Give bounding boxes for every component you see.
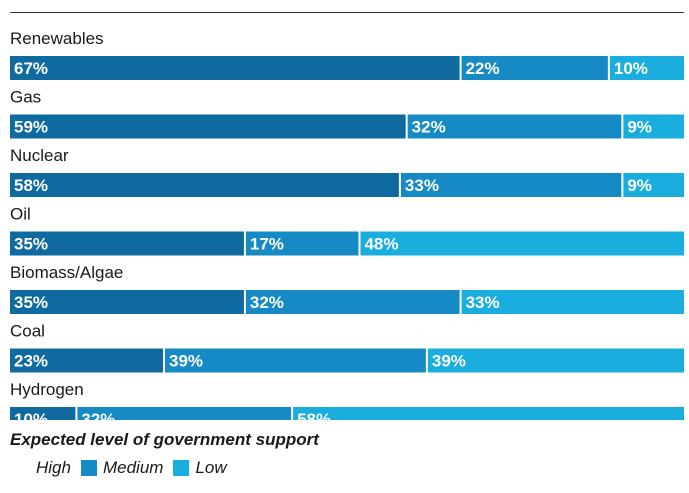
legend: High Medium Low: [36, 458, 237, 478]
bar-medium-biomass-algae: [245, 290, 460, 314]
data-label-medium-renewables: 22%: [466, 59, 500, 78]
data-label-medium-biomass-algae: 32%: [250, 293, 284, 312]
data-label-high-renewables: 67%: [14, 59, 48, 78]
data-label-high-hydrogen: 10%: [14, 410, 48, 420]
category-label-nuclear: Nuclear: [10, 146, 69, 165]
bar-high-nuclear: [10, 173, 399, 197]
data-label-medium-nuclear: 33%: [405, 176, 439, 195]
legend-swatch-medium: [80, 460, 97, 476]
bar-high-oil: [10, 231, 244, 256]
legend-swatch-low: [173, 460, 190, 476]
stacked-bar-chart: Renewables 67% 22% 10% Gas 59% 32% 9% Nuclear 58%…: [10, 29, 684, 420]
bar-low-oil: [360, 231, 684, 256]
category-label-renewables: Renewables: [10, 29, 104, 48]
bar-high-hydrogen: [10, 407, 76, 420]
data-label-low-gas: 9%: [627, 118, 652, 137]
legend-label-high: High: [36, 458, 71, 477]
category-label-biomass-algae: Biomass/Algae: [10, 263, 123, 282]
data-label-high-biomass-algae: 35%: [14, 293, 48, 312]
data-label-high-oil: 35%: [14, 235, 48, 254]
category-label-gas: Gas: [10, 88, 41, 107]
data-label-low-nuclear: 9%: [627, 176, 652, 195]
bar-low-gas: [623, 114, 684, 139]
bar-low-coal: [427, 348, 684, 373]
data-label-low-coal: 39%: [432, 352, 466, 371]
data-label-high-nuclear: 58%: [14, 176, 48, 195]
legend-title: Expected level of government support: [10, 430, 319, 449]
data-label-low-oil: 48%: [364, 235, 398, 254]
bar-low-biomass-algae: [461, 290, 684, 314]
top-rule: [10, 12, 684, 13]
data-label-medium-coal: 39%: [169, 352, 203, 371]
data-label-high-gas: 59%: [14, 118, 48, 137]
data-label-medium-gas: 32%: [412, 118, 446, 137]
legend-item-high: High: [36, 458, 71, 478]
data-label-high-coal: 23%: [14, 352, 48, 371]
bar-high-coal: [10, 348, 164, 373]
category-label-hydrogen: Hydrogen: [10, 380, 84, 399]
bar-high-gas: [10, 114, 406, 139]
legend-item-low: Low: [173, 458, 227, 478]
category-label-coal: Coal: [10, 322, 45, 341]
data-label-medium-oil: 17%: [250, 235, 284, 254]
legend-label-low: Low: [195, 458, 227, 477]
bar-high-biomass-algae: [10, 290, 244, 314]
bar-medium-coal: [165, 348, 426, 373]
bar-medium-renewables: [461, 56, 608, 80]
legend-label-medium: Medium: [102, 458, 164, 477]
category-label-oil: Oil: [10, 205, 31, 224]
bar-medium-hydrogen: [77, 407, 292, 420]
bar-low-nuclear: [623, 173, 684, 197]
data-label-low-renewables: 10%: [614, 59, 648, 78]
bar-medium-oil: [245, 231, 359, 256]
legend-item-medium: Medium: [80, 458, 164, 478]
bar-low-renewables: [609, 56, 684, 80]
data-label-low-biomass-algae: 33%: [466, 293, 500, 312]
bar-medium-nuclear: [400, 173, 622, 197]
data-label-medium-hydrogen: 32%: [81, 410, 115, 420]
bar-medium-gas: [407, 114, 622, 139]
data-label-low-hydrogen: 58%: [297, 410, 331, 420]
bar-high-renewables: [10, 56, 460, 80]
bar-low-hydrogen: [293, 407, 684, 420]
